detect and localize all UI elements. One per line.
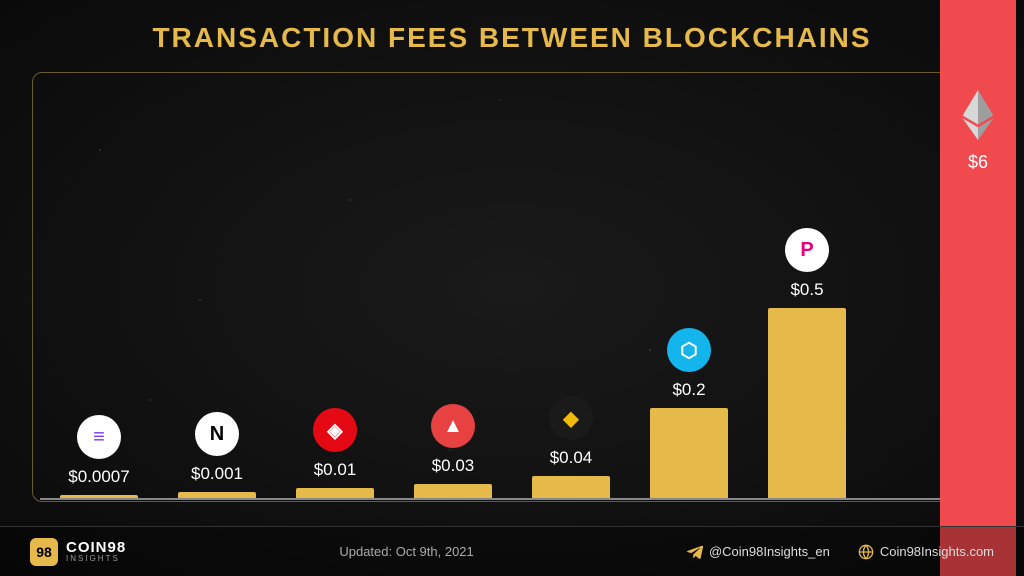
bnb-icon: ◆ bbox=[549, 396, 593, 440]
website-link[interactable]: Coin98Insights.com bbox=[858, 544, 994, 560]
chart-title: TRANSACTION FEES BETWEEN BLOCKCHAINS bbox=[0, 0, 1024, 66]
bar-slot: ≡ $0.0007 bbox=[40, 415, 158, 498]
website-url: Coin98Insights.com bbox=[880, 544, 994, 559]
globe-icon bbox=[858, 544, 874, 560]
bar-slot: ▲ $0.03 bbox=[394, 404, 512, 498]
tron-icon: ◈ bbox=[313, 408, 357, 452]
updated-text: Updated: Oct 9th, 2021 bbox=[126, 544, 687, 559]
value-label: $0.01 bbox=[314, 460, 357, 480]
fantom-icon: ⬡ bbox=[667, 328, 711, 372]
bar-slot: N $0.001 bbox=[158, 412, 276, 498]
chart-bars-container: ≡ $0.0007 N $0.001 ◈ $0.01 ▲ $0.03 ◆ $0.04 ⬡ $0.2 P $… bbox=[40, 78, 980, 498]
value-label: $0.0007 bbox=[68, 467, 129, 487]
value-label: $0.5 bbox=[790, 280, 823, 300]
near-icon: N bbox=[195, 412, 239, 456]
bar bbox=[296, 488, 374, 498]
value-label: $0.03 bbox=[432, 456, 475, 476]
bar-slot: ⬡ $0.2 bbox=[630, 328, 748, 498]
avax-icon: ▲ bbox=[431, 404, 475, 448]
telegram-icon bbox=[687, 544, 703, 560]
chart-baseline bbox=[40, 498, 952, 500]
overflow-value-label: $6 bbox=[968, 152, 988, 173]
bar-slot: ◆ $0.04 bbox=[512, 396, 630, 498]
ethereum-icon bbox=[960, 90, 996, 140]
value-label: $0.04 bbox=[550, 448, 593, 468]
bar bbox=[650, 408, 728, 498]
brand-logo-icon: 98 bbox=[30, 538, 58, 566]
value-label: $0.2 bbox=[672, 380, 705, 400]
telegram-link[interactable]: @Coin98Insights_en bbox=[687, 544, 830, 560]
solana-icon: ≡ bbox=[77, 415, 121, 459]
brand-logo: 98 COIN98 INSIGHTS bbox=[30, 538, 126, 566]
brand-name: COIN98 bbox=[66, 540, 126, 555]
value-label: $0.001 bbox=[191, 464, 243, 484]
overflow-bar-ethereum: $6 bbox=[940, 0, 1016, 576]
polkadot-icon: P bbox=[785, 228, 829, 272]
bar bbox=[532, 476, 610, 498]
bar-slot: P $0.5 bbox=[748, 228, 866, 498]
footer: 98 COIN98 INSIGHTS Updated: Oct 9th, 202… bbox=[0, 526, 1024, 576]
telegram-handle: @Coin98Insights_en bbox=[709, 544, 830, 559]
bar bbox=[414, 484, 492, 498]
bar bbox=[768, 308, 846, 498]
bar-slot: ◈ $0.01 bbox=[276, 408, 394, 498]
brand-subtitle: INSIGHTS bbox=[66, 555, 126, 563]
